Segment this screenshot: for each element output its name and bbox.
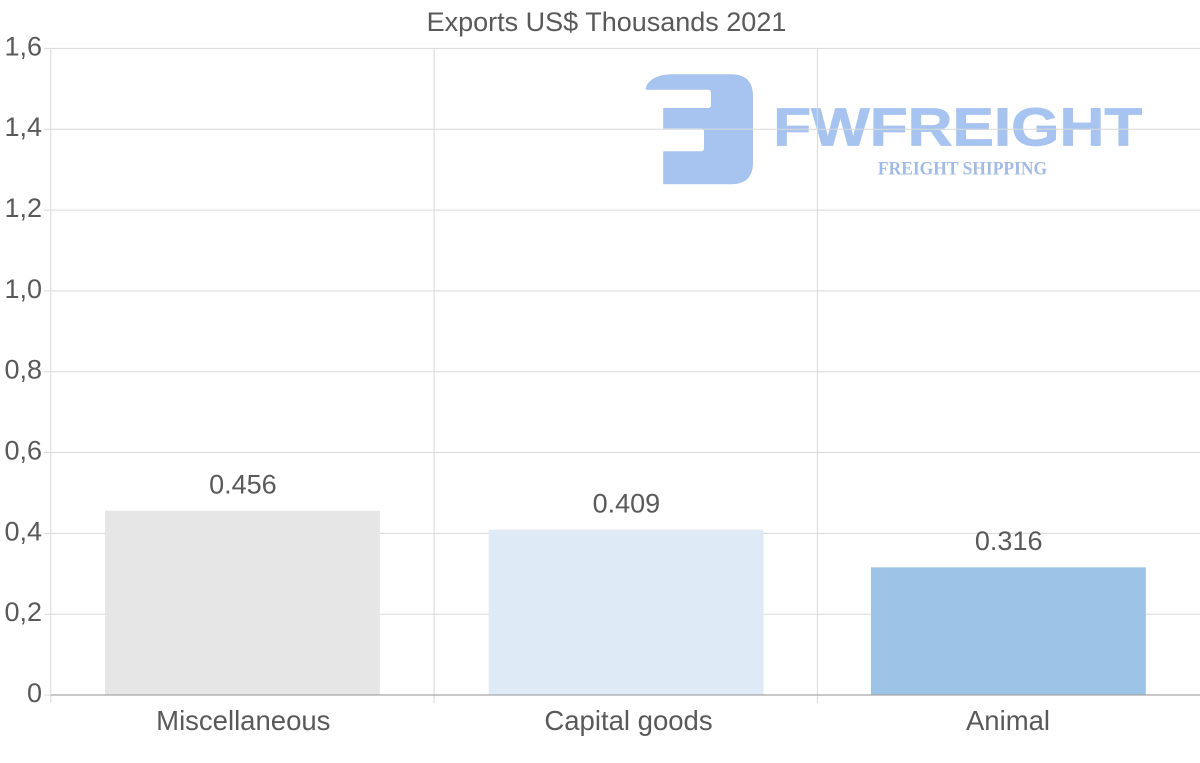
svg-text:Capital goods: Capital goods (544, 705, 712, 736)
svg-text:0.456: 0.456 (209, 469, 277, 499)
svg-text:1,2: 1,2 (4, 193, 42, 223)
svg-text:0: 0 (27, 678, 42, 708)
svg-text:0,4: 0,4 (4, 516, 42, 546)
svg-text:Animal: Animal (966, 705, 1050, 736)
svg-text:Miscellaneous: Miscellaneous (156, 705, 330, 736)
svg-text:0.409: 0.409 (593, 488, 661, 518)
svg-text:0.316: 0.316 (975, 526, 1043, 556)
svg-text:0,2: 0,2 (4, 597, 42, 627)
svg-text:FWFREIGHT: FWFREIGHT (773, 97, 1142, 157)
svg-text:0,8: 0,8 (4, 355, 42, 385)
svg-text:0,6: 0,6 (4, 435, 42, 465)
svg-text:FREIGHT SHIPPING: FREIGHT SHIPPING (878, 158, 1047, 179)
svg-text:Exports US$ Thousands 2021: Exports US$ Thousands 2021 (427, 7, 787, 37)
svg-text:1,6: 1,6 (4, 31, 42, 61)
svg-text:1,4: 1,4 (4, 112, 42, 142)
svg-text:1,0: 1,0 (4, 274, 42, 304)
